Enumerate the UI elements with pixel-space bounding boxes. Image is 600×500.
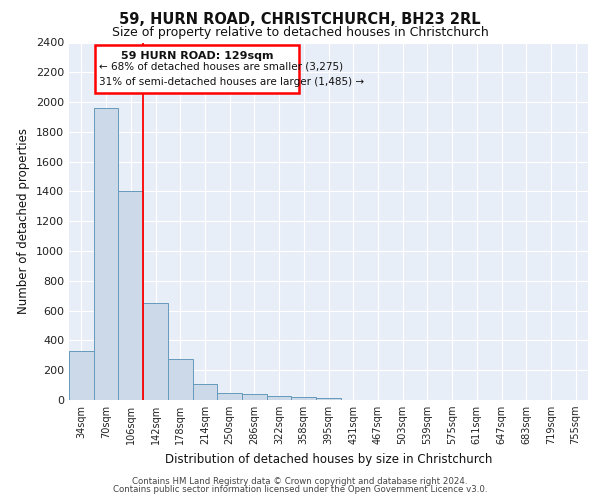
X-axis label: Distribution of detached houses by size in Christchurch: Distribution of detached houses by size … [165,452,492,466]
Bar [292,398,316,400]
Text: Contains public sector information licensed under the Open Government Licence v3: Contains public sector information licen… [113,485,487,494]
Bar [217,393,242,400]
Text: Size of property relative to detached houses in Christchurch: Size of property relative to detached ho… [112,26,488,39]
Text: Contains HM Land Registry data © Crown copyright and database right 2024.: Contains HM Land Registry data © Crown c… [132,478,468,486]
Text: ← 68% of detached houses are smaller (3,275): ← 68% of detached houses are smaller (3,… [98,62,343,72]
Text: 59, HURN ROAD, CHRISTCHURCH, BH23 2RL: 59, HURN ROAD, CHRISTCHURCH, BH23 2RL [119,12,481,28]
Y-axis label: Number of detached properties: Number of detached properties [17,128,31,314]
Bar [267,396,292,400]
Bar [316,398,341,400]
Text: 31% of semi-detached houses are larger (1,485) →: 31% of semi-detached houses are larger (… [98,78,364,88]
Bar [242,394,267,400]
Text: 59 HURN ROAD: 129sqm: 59 HURN ROAD: 129sqm [121,52,273,62]
Bar [118,192,143,400]
Bar [168,359,193,400]
Bar [94,108,118,400]
Bar [143,303,168,400]
FancyBboxPatch shape [95,44,299,93]
Bar [69,351,94,400]
Bar [193,384,217,400]
